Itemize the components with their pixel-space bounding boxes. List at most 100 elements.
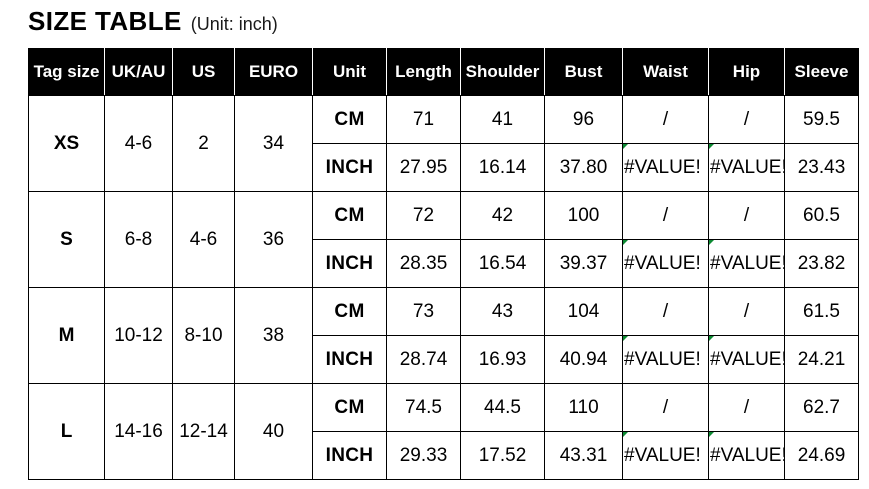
size-cell-us: 4-6 (172, 191, 235, 288)
measurement-cell-sleeve: 23.43 (784, 143, 859, 192)
cell-error-indicator-icon (623, 336, 628, 341)
page-title-unit-note: (Unit: inch) (190, 14, 278, 34)
measurement-cell-hip: / (708, 95, 785, 144)
cell-error-indicator-icon (709, 336, 714, 341)
measurement-cell-shoulder: 16.93 (460, 335, 545, 384)
measurement-cell-length: 29.33 (386, 431, 461, 480)
measurement-cell-hip: #VALUE! (708, 143, 785, 192)
table-header-row: Tag size UK/AU US EURO Unit Length Shoul… (28, 48, 859, 96)
measurement-cell-shoulder: 44.5 (460, 383, 545, 432)
measurement-cell-waist: #VALUE! (622, 239, 709, 288)
column-header-bust: Bust (544, 48, 623, 96)
cell-error-text: #VALUE! (624, 444, 701, 466)
measurement-cell-waist: #VALUE! (622, 143, 709, 192)
column-header-tag-size: Tag size (28, 48, 105, 96)
page-title-main: SIZE TABLE (28, 6, 182, 36)
size-cell-uk-au: 6-8 (104, 191, 173, 288)
column-header-unit: Unit (312, 48, 387, 96)
measurement-cell-waist: #VALUE! (622, 431, 709, 480)
measurement-cell-hip: #VALUE! (708, 431, 785, 480)
measurement-cell-bust: 104 (544, 287, 623, 336)
measurement-cell-waist: / (622, 287, 709, 336)
measurement-cell-length: 73 (386, 287, 461, 336)
size-cell-us: 2 (172, 95, 235, 192)
measurement-cell-hip: #VALUE! (708, 239, 785, 288)
measurement-cell-length: 71 (386, 95, 461, 144)
measurement-cell-shoulder: 41 (460, 95, 545, 144)
measurement-cell-bust: 100 (544, 191, 623, 240)
measurement-cell-unit: CM (312, 95, 387, 144)
table-row: INCH 28.74 16.93 40.94 #VALUE! #VALUE! 24.21 (29, 335, 859, 384)
column-header-hip: Hip (708, 48, 785, 96)
measurement-cell-sleeve: 62.7 (784, 383, 859, 432)
cell-error-text: #VALUE! (710, 444, 784, 466)
measurement-cell-shoulder: 16.14 (460, 143, 545, 192)
page-title: SIZE TABLE (Unit: inch) (28, 6, 278, 37)
measurement-cell-bust: 37.80 (544, 143, 623, 192)
size-cell-euro: 34 (234, 95, 313, 192)
table-row: L 14-16 12-14 40 CM 74.5 44.5 110//62.7 (28, 383, 859, 480)
measurement-cell-hip: / (708, 191, 785, 240)
measurement-cell-unit: CM (312, 383, 387, 432)
cell-error-text: #VALUE! (624, 348, 701, 370)
measurement-cell-hip: / (708, 383, 785, 432)
measurement-cell-sleeve: 60.5 (784, 191, 859, 240)
column-header-shoulder: Shoulder (460, 48, 545, 96)
measurement-cell-waist: / (622, 191, 709, 240)
cell-error-indicator-icon (623, 240, 628, 245)
table-body: XS 4-6 2 34 CM 71 41 96//59.5 INCH 27.95 16.14 37.8… (28, 95, 859, 480)
measurement-cell-bust: 43.31 (544, 431, 623, 480)
measurement-cell-shoulder: 43 (460, 287, 545, 336)
cell-error-text: #VALUE! (624, 156, 701, 178)
table-row: S 6-8 4-6 36 CM 72 42 100//60.5 (28, 191, 859, 288)
column-header-euro: EURO (234, 48, 313, 96)
size-cell-us: 12-14 (172, 383, 235, 480)
measurement-cell-unit: CM (312, 287, 387, 336)
measurement-cell-unit: INCH (312, 431, 387, 480)
cell-error-indicator-icon (709, 432, 714, 437)
size-cell-euro: 40 (234, 383, 313, 480)
size-cell-tag-size: XS (28, 95, 105, 192)
size-table: Tag size UK/AU US EURO Unit Length Shoul… (28, 48, 859, 480)
table-row: M 10-12 8-10 38 CM 73 43 104//61.5 (28, 287, 859, 384)
measurement-cell-bust: 40.94 (544, 335, 623, 384)
table-header: Tag size UK/AU US EURO Unit Length Shoul… (28, 48, 859, 96)
cell-error-text: #VALUE! (710, 348, 784, 370)
cell-error-indicator-icon (709, 240, 714, 245)
measurement-cell-shoulder: 42 (460, 191, 545, 240)
cell-error-text: #VALUE! (710, 252, 784, 274)
table-row: INCH 29.33 17.52 43.31 #VALUE! #VALUE! 24.69 (29, 431, 859, 480)
column-header-length: Length (386, 48, 461, 96)
measurement-cell-hip: / (708, 287, 785, 336)
size-cell-us: 8-10 (172, 287, 235, 384)
size-cell-uk-au: 4-6 (104, 95, 173, 192)
measurement-cell-sleeve: 59.5 (784, 95, 859, 144)
size-cell-tag-size: L (28, 383, 105, 480)
measurement-cell-sleeve: 23.82 (784, 239, 859, 288)
measurement-cell-bust: 39.37 (544, 239, 623, 288)
measurement-cell-sleeve: 24.21 (784, 335, 859, 384)
size-cell-uk-au: 10-12 (104, 287, 173, 384)
measurement-cell-length: 28.35 (386, 239, 461, 288)
column-header-us: US (172, 48, 235, 96)
size-cell-tag-size: M (28, 287, 105, 384)
column-header-waist: Waist (622, 48, 709, 96)
cell-error-text: #VALUE! (624, 252, 701, 274)
measurement-cell-length: 72 (386, 191, 461, 240)
table-row: XS 4-6 2 34 CM 71 41 96//59.5 (28, 95, 859, 192)
measurement-cell-sleeve: 24.69 (784, 431, 859, 480)
size-cell-tag-size: S (28, 191, 105, 288)
size-cell-euro: 38 (234, 287, 313, 384)
measurement-cell-length: 74.5 (386, 383, 461, 432)
measurement-cell-waist: / (622, 95, 709, 144)
measurement-cell-shoulder: 17.52 (460, 431, 545, 480)
table-row: INCH 28.35 16.54 39.37 #VALUE! #VALUE! 23.82 (29, 239, 859, 288)
measurement-cell-bust: 110 (544, 383, 623, 432)
measurement-cell-waist: / (622, 383, 709, 432)
measurement-cell-length: 28.74 (386, 335, 461, 384)
measurement-cell-unit: INCH (312, 335, 387, 384)
cell-error-indicator-icon (623, 432, 628, 437)
column-header-sleeve: Sleeve (784, 48, 859, 96)
measurement-cell-length: 27.95 (386, 143, 461, 192)
measurement-cell-sleeve: 61.5 (784, 287, 859, 336)
